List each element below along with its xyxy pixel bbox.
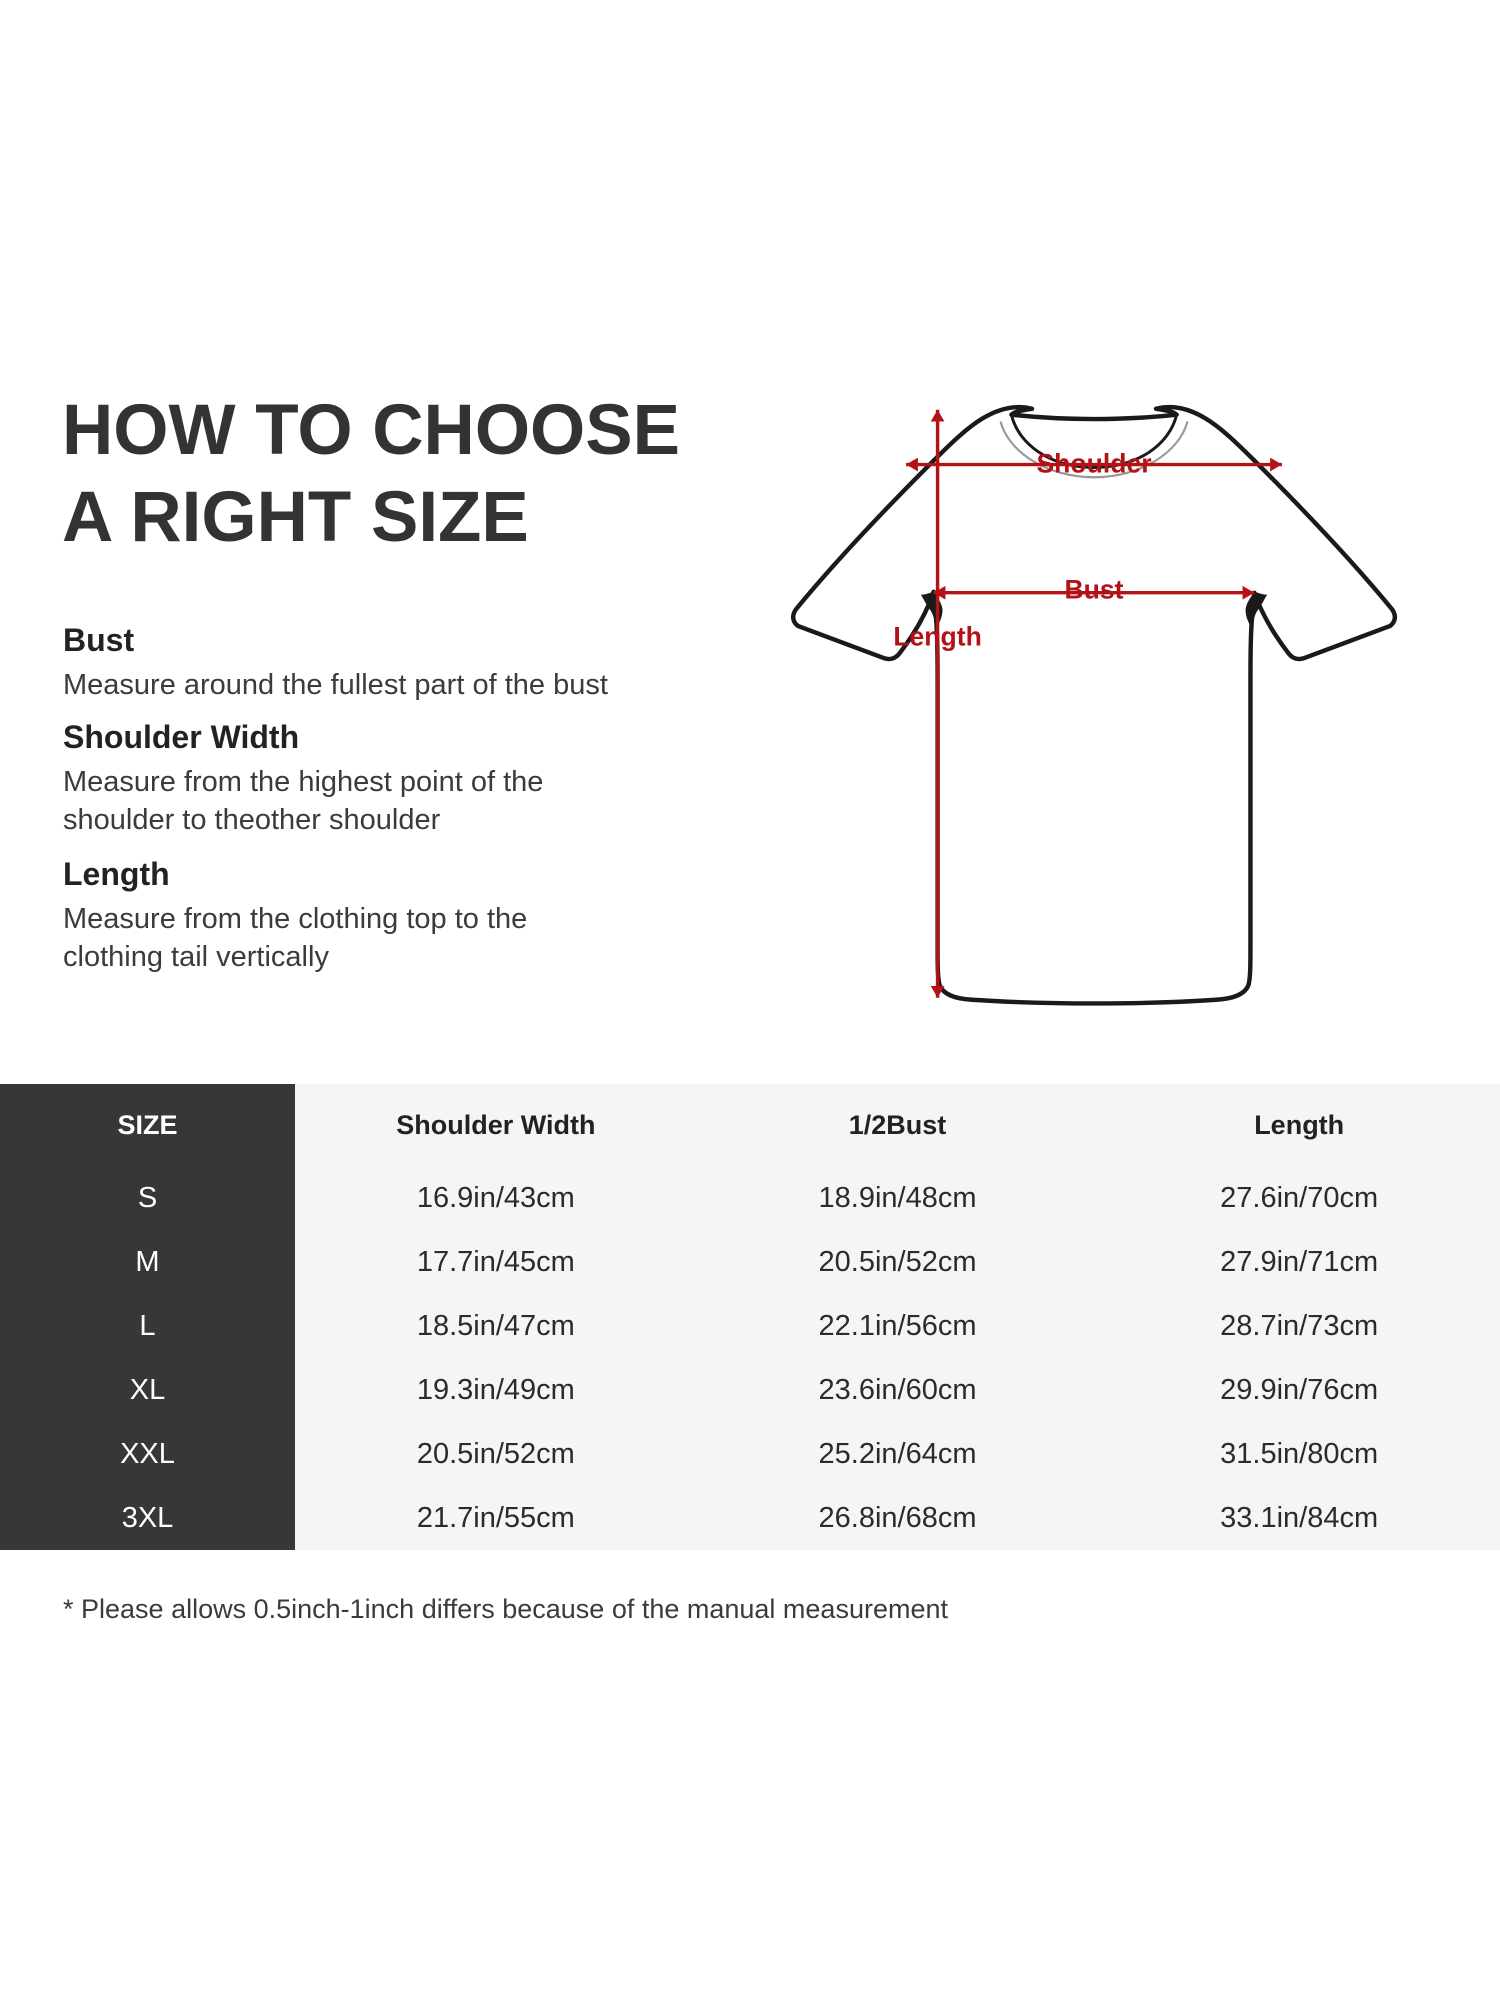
svg-text:Bust: Bust <box>1065 575 1124 605</box>
svg-text:Shoulder: Shoulder <box>1036 448 1151 478</box>
svg-text:Length: Length <box>893 622 982 652</box>
